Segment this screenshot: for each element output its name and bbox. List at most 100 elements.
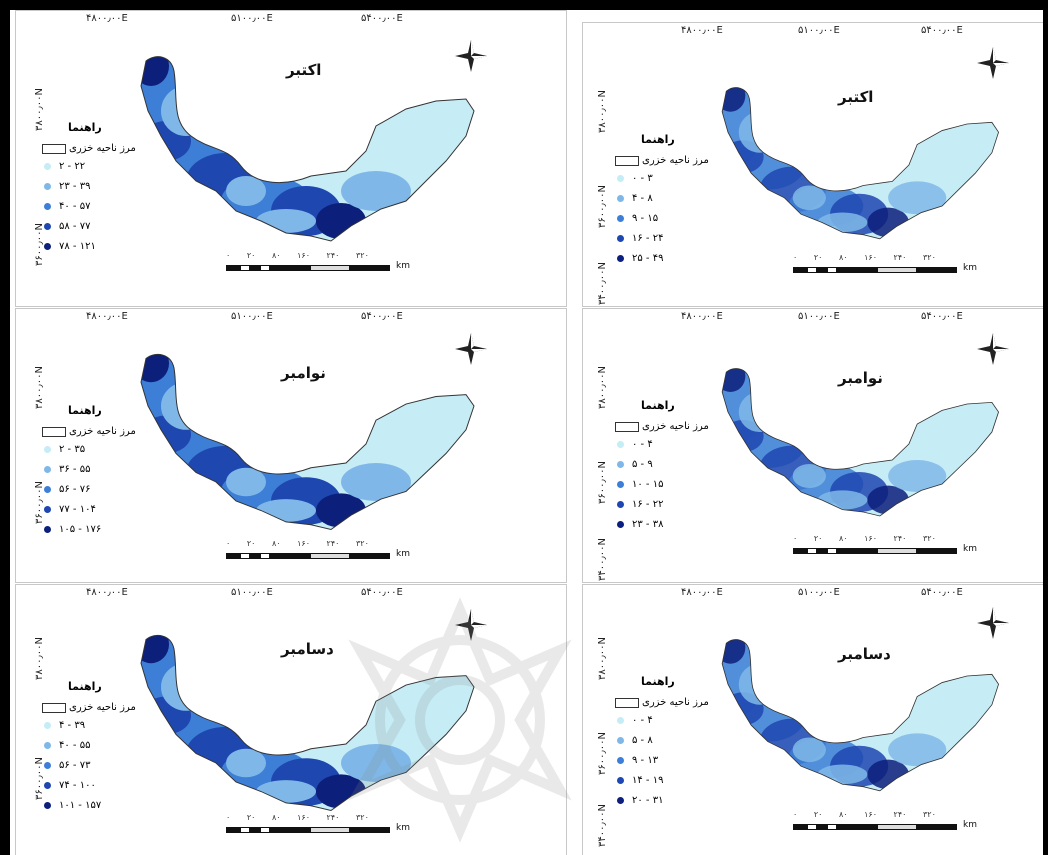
region-map — [140, 353, 475, 531]
legend-swatch — [617, 235, 624, 242]
legend-boundary-item: مرز ناحیه خزری — [615, 697, 709, 708]
longitude-label: ۴۸۰۰٫۰۰E — [681, 587, 723, 598]
boundary-label: مرز ناحیه خزری — [642, 697, 709, 708]
legend-swatch — [44, 526, 51, 533]
legend-class-item: ۲ - ۳۵ — [44, 444, 85, 455]
legend-class-label: ۲۰ - ۳۱ — [632, 795, 664, 806]
legend-class-item: ۷۸ - ۱۲۱ — [44, 241, 96, 252]
legend-swatch — [44, 742, 51, 749]
legend-class-item: ۲۳ - ۳۹ — [44, 181, 90, 192]
longitude-label: ۴۸۰۰٫۰۰E — [86, 13, 128, 24]
scale-bar-ticks: ۰ ۲۰ ۸۰ ۱۶۰ ۲۴۰ ۳۲۰ — [226, 539, 369, 548]
region-boundary — [721, 87, 999, 240]
legend-class-item: ۵۶ - ۷۳ — [44, 760, 90, 771]
legend-class-item: ۵۸ - ۷۷ — [44, 221, 90, 232]
legend-title: راهنما — [641, 675, 675, 688]
latitude-label: ۳۸۰۰٫۰۰N — [34, 88, 45, 131]
legend-swatch — [44, 506, 51, 513]
scale-bar — [793, 267, 957, 273]
map-canvas — [721, 47, 1009, 240]
legend-swatch — [44, 243, 51, 250]
latitude-label: ۳۶۰۰٫۰۰N — [597, 185, 608, 228]
legend-title: راهنما — [68, 404, 102, 417]
legend-class-item: ۲۰ - ۳۱ — [617, 795, 663, 806]
legend-swatch — [617, 215, 624, 222]
longitude-label: ۴۸۰۰٫۰۰E — [681, 25, 723, 36]
legend-swatch — [44, 782, 51, 789]
legend-class-item: ۱۶ - ۲۴ — [617, 233, 663, 244]
scale-bar — [793, 548, 957, 554]
legend-swatch — [44, 722, 51, 729]
legend-class-label: ۷۷ - ۱۰۴ — [59, 504, 96, 515]
legend-swatch — [44, 183, 51, 190]
region-boundary — [140, 634, 475, 812]
boundary-label: مرز ناحیه خزری — [69, 702, 136, 713]
legend-class-item: ۳۶ - ۵۵ — [44, 464, 90, 475]
scale-bar — [226, 827, 390, 833]
legend-class-item: ۴۰ - ۵۷ — [44, 201, 90, 212]
legend-class-item: ۵۶ - ۷۶ — [44, 484, 90, 495]
latitude-label: ۳۸۰۰٫۰۰N — [34, 366, 45, 409]
map-panel-december-right: ۴۸۰۰٫۰۰E ۵۱۰۰٫۰۰E ۵۴۰۰٫۰۰E ۳۸۰۰٫۰۰N ۳۶۰۰٫۰۰N… — [582, 584, 1043, 855]
legend-class-label: ۹ - ۱۳ — [632, 755, 659, 766]
legend-boundary-item: مرز ناحیه خزری — [42, 143, 136, 154]
latitude-label: ۳۶۰۰٫۰۰N — [597, 461, 608, 504]
scale-bar-ticks: ۰ ۲۰ ۸۰ ۱۶۰ ۲۴۰ ۳۲۰ — [226, 251, 369, 260]
legend-swatch — [617, 757, 624, 764]
legend-swatch — [617, 777, 624, 784]
legend-swatch — [44, 486, 51, 493]
legend-swatch — [617, 195, 624, 202]
legend-class-item: ۵ - ۸ — [617, 735, 653, 746]
legend-class-label: ۴۰ - ۵۵ — [59, 740, 91, 751]
latitude-label: ۳۸۰۰٫۰۰N — [597, 637, 608, 680]
boundary-swatch — [42, 143, 66, 154]
region-boundary — [140, 353, 475, 531]
north-arrow-icon — [977, 333, 1009, 365]
scale-unit: km — [396, 549, 410, 559]
longitude-label: ۵۴۰۰٫۰۰E — [361, 13, 403, 24]
legend-class-label: ۱۰۱ - ۱۵۷ — [59, 800, 102, 811]
legend-swatch — [617, 175, 624, 182]
map-panel-november-right: ۴۸۰۰٫۰۰E ۵۱۰۰٫۰۰E ۵۴۰۰٫۰۰E ۳۸۰۰٫۰۰N ۳۶۰۰٫۰۰N… — [582, 308, 1043, 583]
longitude-label: ۵۱۰۰٫۰۰E — [231, 587, 273, 598]
legend-swatch — [617, 501, 624, 508]
longitude-label: ۵۴۰۰٫۰۰E — [361, 311, 403, 322]
latitude-label: ۳۴۰۰٫۰۰N — [597, 804, 608, 847]
scale-unit: km — [963, 263, 977, 273]
longitude-label: ۴۸۰۰٫۰۰E — [681, 311, 723, 322]
legend-title: راهنما — [641, 133, 675, 146]
month-title: اکتبر — [286, 61, 322, 79]
legend-class-label: ۱۶ - ۲۴ — [632, 233, 664, 244]
map-canvas — [721, 607, 1009, 792]
month-title: دسامبر — [281, 640, 334, 658]
legend-class-item: ۲ - ۲۲ — [44, 161, 85, 172]
legend-boundary-item: مرز ناحیه خزری — [42, 426, 136, 437]
scale-bar — [793, 824, 957, 830]
legend-class-label: ۵۶ - ۷۶ — [59, 484, 91, 495]
scale-bar — [226, 553, 390, 559]
legend-class-label: ۵ - ۹ — [632, 459, 653, 470]
longitude-label: ۵۱۰۰٫۰۰E — [798, 587, 840, 598]
boundary-label: مرز ناحیه خزری — [642, 421, 709, 432]
legend-class-label: ۰ - ۳ — [632, 173, 653, 184]
longitude-label: ۵۴۰۰٫۰۰E — [921, 25, 963, 36]
legend-class-item: ۴ - ۸ — [617, 193, 653, 204]
legend-class-label: ۵۶ - ۷۳ — [59, 760, 91, 771]
boundary-swatch — [42, 426, 66, 437]
boundary-label: مرز ناحیه خزری — [642, 155, 709, 166]
legend-class-label: ۲۳ - ۳۹ — [59, 181, 91, 192]
scale-unit: km — [396, 261, 410, 271]
legend-swatch — [44, 223, 51, 230]
legend-swatch — [617, 717, 624, 724]
legend-class-label: ۲ - ۲۲ — [59, 161, 86, 172]
legend-class-label: ۴ - ۳۹ — [59, 720, 86, 731]
legend-class-label: ۵۸ - ۷۷ — [59, 221, 91, 232]
legend-class-item: ۱۶ - ۲۲ — [617, 499, 663, 510]
legend-class-label: ۴ - ۸ — [632, 193, 653, 204]
legend-class-label: ۱۴ - ۱۹ — [632, 775, 664, 786]
figure-frame: ۴۸۰۰٫۰۰E ۵۱۰۰٫۰۰E ۵۴۰۰٫۰۰E ۳۸۰۰٫۰۰N ۳۶۰۰٫۰۰N… — [10, 10, 1043, 855]
legend-class-item: ۰ - ۳ — [617, 173, 653, 184]
scale-bar — [226, 265, 390, 271]
map-panel-november-left: ۴۸۰۰٫۰۰E ۵۱۰۰٫۰۰E ۵۴۰۰٫۰۰E ۳۸۰۰٫۰۰N ۳۶۰۰٫۰۰N… — [15, 308, 567, 583]
legend-class-item: ۹ - ۱۵ — [617, 213, 658, 224]
